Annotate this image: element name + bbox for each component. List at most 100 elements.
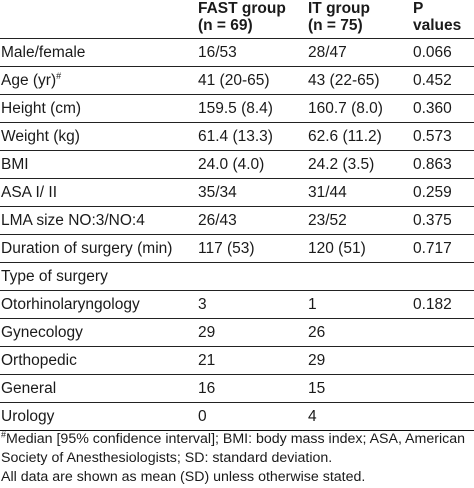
row-label-cell-text: Height (cm) [1, 99, 82, 117]
table-row: Gynecology 29 26 [0, 318, 474, 347]
header-line2: (n = 75) [308, 17, 363, 34]
fast-group-cell: 21 [198, 346, 308, 375]
header-cell-fast-group: FAST group (n = 69) [198, 0, 308, 39]
p-value-cell-text: 0.066 [413, 43, 452, 61]
it-group-cell: 62.6 (11.2) [308, 122, 413, 151]
it-group-cell: 23/52 [308, 206, 413, 235]
table-row: General 16 15 [0, 374, 474, 403]
header-row: FAST group (n = 69) IT group (n = 75) P … [0, 0, 474, 39]
it-group-cell-text: 26 [308, 323, 326, 341]
table-row: Urology 0 4 [0, 402, 474, 431]
row-label-cell: Age (yr)# [0, 66, 198, 95]
footnote-marker: # [56, 70, 62, 81]
footnote-line-1: #Median [95% confidence interval]; BMI: … [1, 430, 471, 449]
fast-group-cell-text: 24.0 (4.0) [198, 155, 265, 173]
fast-group-cell-text: 61.4 (13.3) [198, 127, 273, 145]
p-value-cell-text: 0.863 [413, 155, 452, 173]
row-label-cell-text: LMA size NO:3/NO:4 [1, 211, 145, 229]
p-value-cell-text: 0.259 [413, 183, 452, 201]
p-value-cell: 0.452 [413, 66, 474, 95]
row-label-cell-text: BMI [1, 155, 29, 173]
it-group-cell-text: 160.7 (8.0) [308, 99, 383, 117]
table-row: ASA I/ II 35/34 31/44 0.259 [0, 178, 474, 207]
row-label-cell: Orthopedic [0, 346, 198, 375]
row-label-cell-text: General [1, 379, 57, 397]
it-group-cell-text: 24.2 (3.5) [308, 155, 375, 173]
row-label-cell-text: Duration of surgery (min) [1, 239, 173, 257]
it-group-cell-text: 1 [308, 295, 317, 313]
footnote-text-1: Median [95% confidence interval]; BMI: b… [6, 431, 465, 447]
it-group-cell-text: 15 [308, 379, 326, 397]
demographics-table: FAST group (n = 69) IT group (n = 75) P … [0, 0, 474, 431]
it-group-cell: 28/47 [308, 38, 413, 67]
fast-group-cell-text: 159.5 (8.4) [198, 99, 273, 117]
p-value-cell: 0.573 [413, 122, 474, 151]
fast-group-cell-text: 3 [198, 295, 207, 313]
it-group-cell-text: 31/44 [308, 183, 347, 201]
row-label-cell-text: Male/female [1, 43, 86, 61]
it-group-cell: 31/44 [308, 178, 413, 207]
p-value-cell: 0.863 [413, 150, 474, 179]
row-label-cell-text: Urology [1, 407, 55, 425]
fast-group-cell-text: 0 [198, 407, 207, 425]
header-cell-it-group: IT group (n = 75) [308, 0, 413, 39]
it-group-cell-text: 120 (51) [308, 239, 366, 257]
fast-group-cell: 26/43 [198, 206, 308, 235]
row-label-cell: Urology [0, 402, 198, 431]
p-value-cell [413, 346, 474, 375]
table-row: BMI 24.0 (4.0) 24.2 (3.5) 0.863 [0, 150, 474, 179]
row-label-cell-text: ASA I/ II [1, 183, 57, 201]
table-footnotes: #Median [95% confidence interval]; BMI: … [1, 430, 471, 487]
fast-group-cell: 16/53 [198, 38, 308, 67]
fast-group-cell: 117 (53) [198, 234, 308, 263]
row-label-cell: LMA size NO:3/NO:4 [0, 206, 198, 235]
fast-group-cell: 24.0 (4.0) [198, 150, 308, 179]
it-group-cell: 43 (22-65) [308, 66, 413, 95]
p-value-cell: 0.066 [413, 38, 474, 67]
header-line1: P values [413, 0, 462, 34]
header-line2: (n = 69) [198, 17, 253, 34]
row-label-cell: Gynecology [0, 318, 198, 347]
it-group-cell: 26 [308, 318, 413, 347]
it-group-cell [308, 262, 413, 291]
fast-group-cell-text: 21 [198, 351, 216, 369]
it-group-cell-text: 29 [308, 351, 326, 369]
fast-group-cell: 41 (20-65) [198, 66, 308, 95]
it-group-cell-text: 4 [308, 407, 317, 425]
row-label-cell-text: Weight (kg) [1, 127, 80, 145]
fast-group-cell: 3 [198, 290, 308, 319]
row-label-cell: Male/female [0, 38, 198, 67]
fast-group-cell: 159.5 (8.4) [198, 94, 308, 123]
fast-group-cell: 0 [198, 402, 308, 431]
row-label-cell-text: Otorhinolaryngology [1, 295, 140, 313]
table-row: Type of surgery [0, 262, 474, 291]
p-value-cell-text: 0.375 [413, 211, 452, 229]
row-label-cell: Duration of surgery (min) [0, 234, 198, 263]
row-label-cell: ASA I/ II [0, 178, 198, 207]
header-cell-variable [0, 0, 198, 39]
it-group-cell-text: 62.6 (11.2) [308, 127, 382, 145]
fast-group-cell: 35/34 [198, 178, 308, 207]
header-line1: IT group [308, 0, 370, 17]
fast-group-cell: 16 [198, 374, 308, 403]
fast-group-cell-text: 26/43 [198, 211, 237, 229]
row-label-cell: Weight (kg) [0, 122, 198, 151]
table-row: Height (cm) 159.5 (8.4) 160.7 (8.0) 0.360 [0, 94, 474, 123]
row-label-cell-text: Gynecology [1, 323, 83, 341]
row-label-cell-text: Age (yr) [1, 71, 57, 89]
p-value-cell-text: 0.452 [413, 71, 452, 89]
it-group-cell: 160.7 (8.0) [308, 94, 413, 123]
row-label-cell: Type of surgery [0, 262, 198, 291]
row-label-cell-text: Type of surgery [1, 267, 108, 285]
p-value-cell: 0.717 [413, 234, 474, 263]
p-value-cell: 0.259 [413, 178, 474, 207]
fast-group-cell: 61.4 (13.3) [198, 122, 308, 151]
p-value-cell-text: 0.360 [413, 99, 452, 117]
fast-group-cell: 29 [198, 318, 308, 347]
fast-group-cell [198, 262, 308, 291]
fast-group-cell-text: 16/53 [198, 43, 237, 61]
header-line1: FAST group [198, 0, 286, 17]
table-body: Male/female 16/53 28/47 0.066 Age (yr)# 41 (2… [0, 38, 474, 431]
header-cell-p-values: P values [413, 0, 474, 39]
p-value-cell: 0.360 [413, 94, 474, 123]
